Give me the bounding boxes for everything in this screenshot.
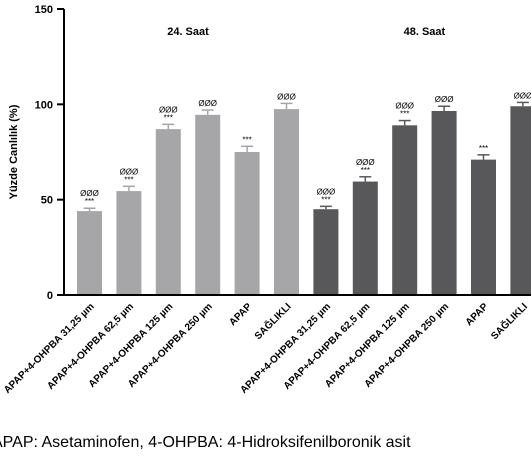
significance-label: ***	[361, 166, 370, 175]
bar	[77, 211, 102, 295]
significance-label: ***	[164, 113, 173, 122]
bar	[392, 125, 418, 295]
bar	[195, 114, 221, 295]
bar	[155, 129, 181, 295]
significance-label: ØØØ	[317, 187, 336, 196]
significance-label: ***	[85, 197, 94, 206]
significance-label: ØØØ	[277, 92, 296, 101]
x-tick-label: APAP+4-OHPBA 250 µm	[126, 301, 215, 390]
x-tick-label: APAP+4-OHPBA 250 µm	[363, 301, 452, 390]
x-tick-label: SAĞLIKLI	[488, 300, 530, 342]
bar	[431, 111, 457, 295]
y-axis-label: Yüzde Canlılık (%)	[8, 104, 20, 199]
y-tick-label: 50	[41, 195, 53, 207]
bar	[234, 152, 260, 295]
significance-label: ØØØ	[514, 91, 531, 100]
group-title: 48. Saat	[404, 26, 446, 38]
significance-label: ØØØ	[198, 99, 217, 108]
significance-label: ***	[124, 175, 133, 184]
x-tick-label: SAĞLIKLI	[251, 300, 293, 342]
bar	[313, 209, 339, 295]
significance-label: ***	[400, 110, 409, 119]
significance-label: ØØØ	[120, 167, 139, 176]
y-tick-label: 100	[35, 99, 53, 111]
bar	[352, 181, 378, 295]
significance-label: ***	[242, 135, 251, 144]
significance-label: ***	[479, 144, 488, 153]
significance-label: ***	[321, 195, 330, 204]
significance-label: ØØØ	[356, 158, 375, 167]
group-title: 24. Saat	[167, 26, 209, 38]
significance-label: ØØØ	[435, 95, 454, 104]
significance-label: ØØØ	[395, 102, 414, 111]
figure-caption: APAP: Asetaminofen, 4-OHPBA: 4-Hidroksif…	[0, 434, 411, 451]
x-tick-label: APAP	[227, 301, 254, 328]
y-tick-label: 150	[35, 4, 53, 16]
significance-label: ØØØ	[80, 189, 99, 198]
bar	[510, 106, 531, 296]
bar	[471, 159, 496, 295]
y-tick-label: 0	[47, 290, 53, 302]
x-tick-label: APAP	[464, 301, 491, 328]
bar	[116, 191, 142, 295]
significance-label: ØØØ	[159, 105, 178, 114]
bar	[274, 109, 299, 295]
